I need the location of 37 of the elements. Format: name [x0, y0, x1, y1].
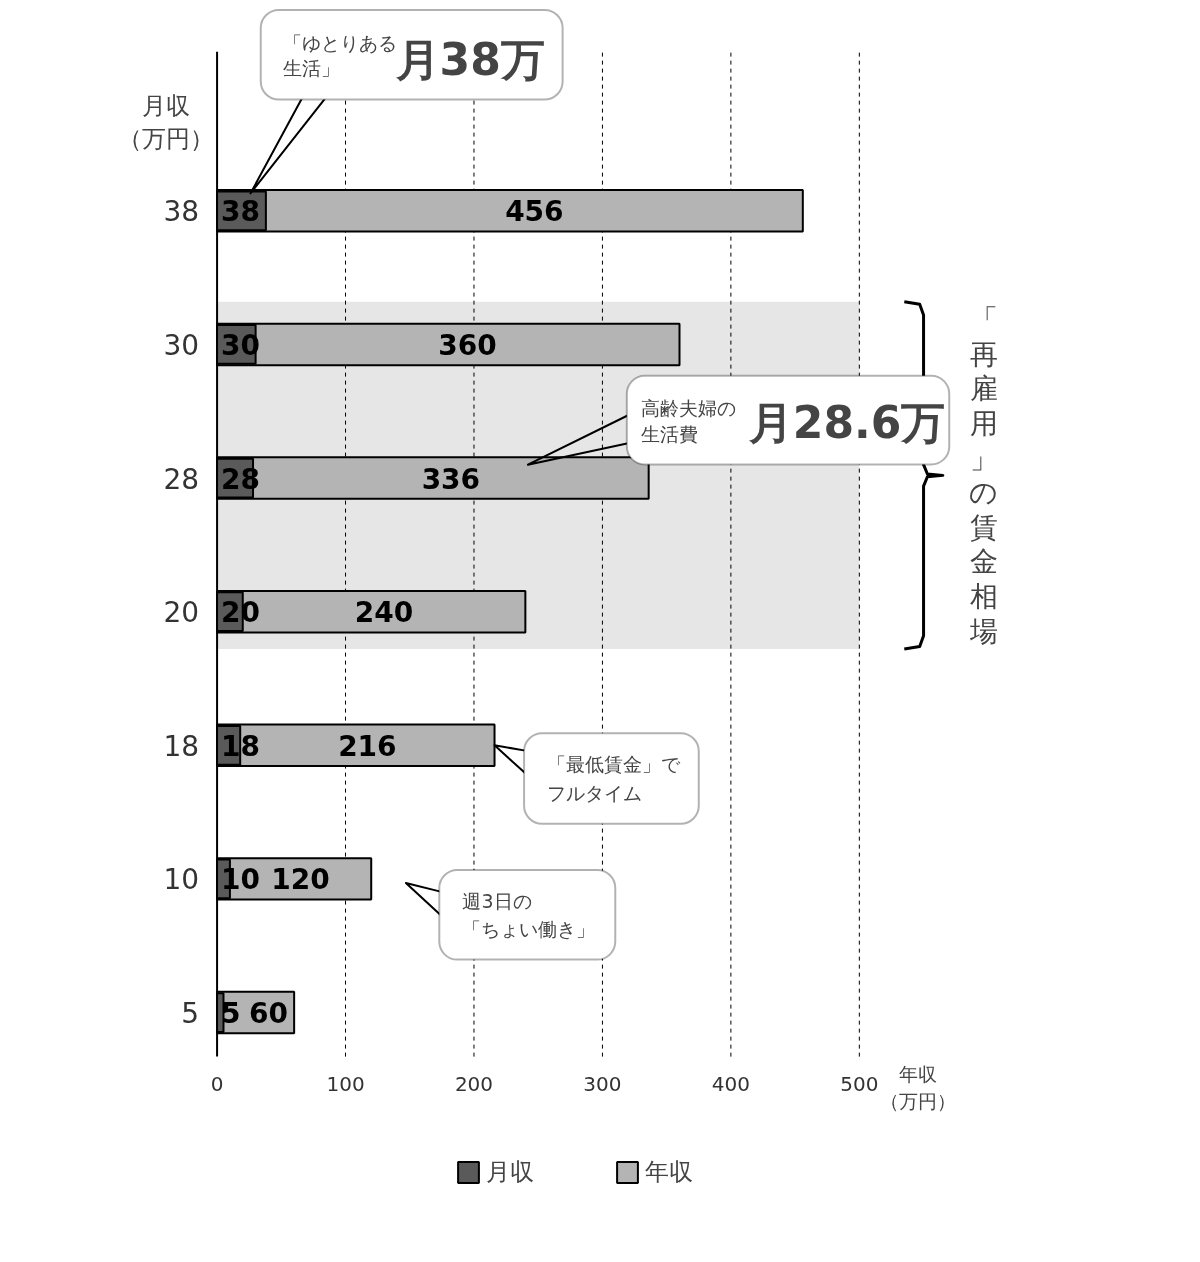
legend-label: 年収 — [645, 1157, 693, 1188]
x-tick-label: 400 — [711, 1071, 750, 1096]
data-label: 360 — [438, 328, 497, 362]
data-label: 216 — [338, 729, 397, 763]
data-label: 60 — [248, 997, 288, 1031]
data-label: 10 — [163, 863, 200, 897]
data-label: 336 — [421, 462, 481, 496]
y-tick-label: 38 — [220, 195, 260, 229]
annotation: 月28.6万 — [747, 397, 946, 449]
data-label: 456 — [505, 195, 564, 229]
data-label: 120 — [271, 863, 330, 897]
x-tick-label: 200 — [454, 1071, 494, 1096]
annotation: 「ちょい働き」 — [462, 918, 596, 941]
annotation: 月38万 — [394, 33, 545, 85]
data-label: 38 — [163, 195, 200, 229]
text: 「再雇用」の賃金相場 — [969, 302, 999, 648]
x-tick-label: 0 — [210, 1071, 224, 1096]
annotation: 生活」 — [282, 57, 340, 80]
x-axis-title: 年収（万円） — [880, 1063, 957, 1112]
y-axis-title: 月収（万円） — [117, 91, 214, 154]
x-tick-label: 300 — [583, 1071, 622, 1096]
annotation: 「最低賃金」で — [547, 753, 682, 776]
data-label: 28 — [163, 462, 200, 496]
data-label: 240 — [354, 596, 414, 630]
data-label: 5 — [181, 997, 200, 1031]
annotation: 高齢夫婦の — [640, 396, 736, 419]
annotation: 週3日の — [462, 890, 532, 913]
data-label: 20 — [163, 596, 200, 630]
x-tick-label: 100 — [326, 1071, 365, 1096]
annotation: フルタイム — [547, 781, 643, 804]
data-label: 18 — [163, 729, 200, 763]
data-label: 30 — [163, 328, 200, 362]
x-tick-label: 500 — [840, 1071, 879, 1096]
annotation: 「ゆとりある — [282, 31, 397, 54]
annotation: 生活費 — [640, 423, 698, 446]
y-tick-label: 5 — [220, 997, 241, 1031]
legend-label: 月収 — [486, 1157, 534, 1188]
